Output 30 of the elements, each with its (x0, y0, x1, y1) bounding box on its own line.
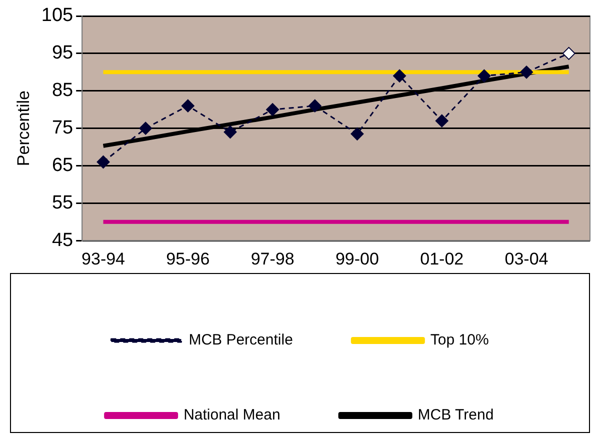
point (181, 99, 194, 112)
y-tick-label: 95 (52, 42, 74, 64)
y-tick-label: 45 (52, 230, 74, 251)
legend-label: National Mean (184, 406, 280, 424)
point (266, 103, 280, 116)
legend-label: MCB Percentile (188, 332, 293, 349)
point (350, 127, 364, 140)
point (478, 69, 491, 82)
point (520, 66, 534, 79)
point (139, 122, 152, 135)
point (308, 99, 322, 112)
y-tick-label: 85 (52, 80, 74, 102)
point (562, 46, 576, 60)
y-tick-label: 75 (52, 118, 74, 139)
y-tick-label: 105 (41, 5, 74, 26)
point (224, 126, 237, 139)
legend-label: MCB Trend (418, 406, 494, 424)
x-tick-label: 93-94 (82, 249, 126, 268)
y-tick-label: 65 (52, 154, 74, 176)
x-tick-label: 97-98 (250, 249, 294, 268)
y-tick-label: 55 (52, 192, 74, 214)
x-tick-label: 03-04 (504, 249, 548, 268)
point (435, 114, 448, 128)
point (393, 69, 406, 82)
x-tick-label: 95-96 (166, 249, 210, 268)
point (96, 155, 110, 168)
x-tick-label: 99-00 (335, 249, 379, 268)
y-axis-title: Percentile (14, 90, 33, 166)
x-tick-label: 01-02 (420, 249, 464, 268)
legend-label: Top 10% (430, 332, 489, 349)
